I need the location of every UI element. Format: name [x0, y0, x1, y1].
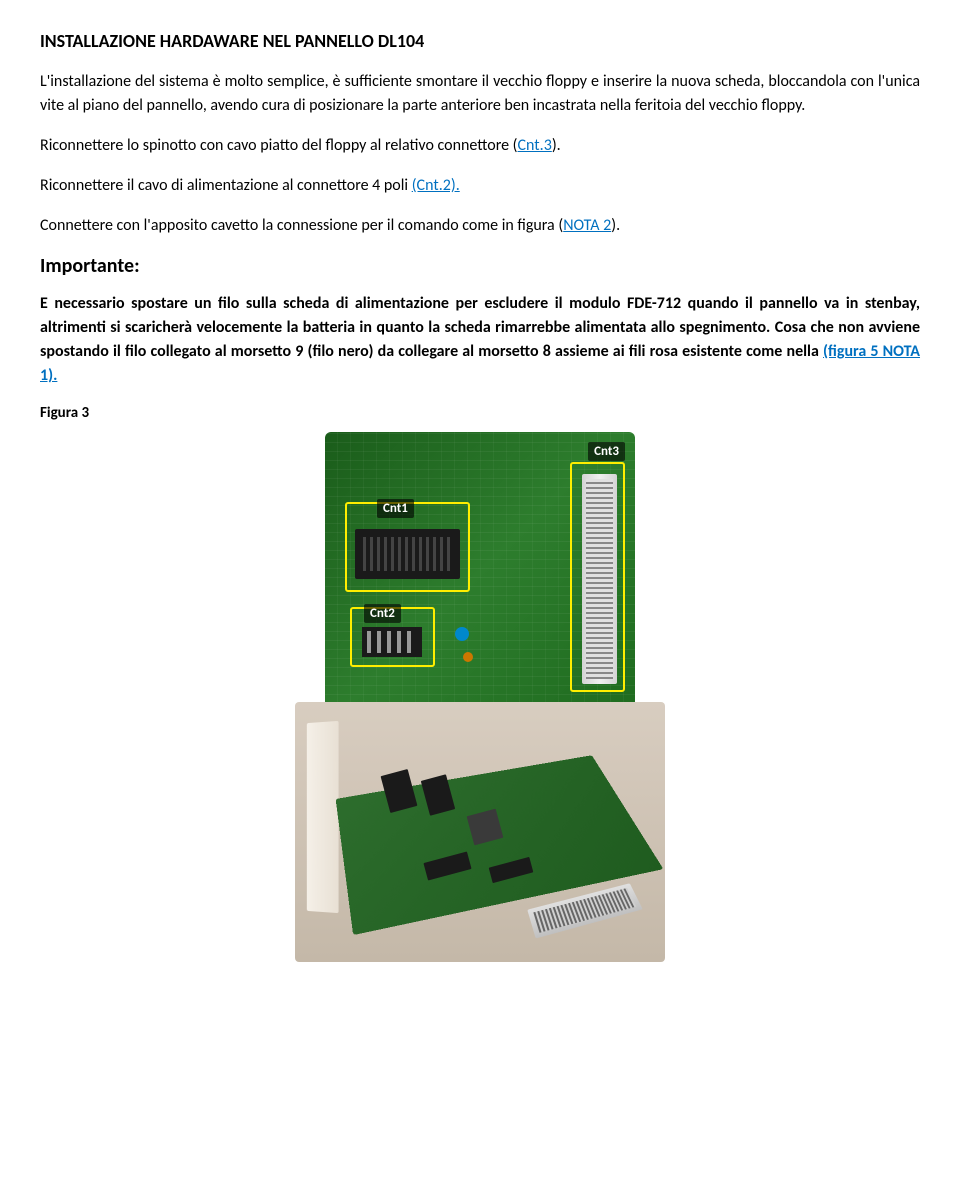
cnt2-pins	[367, 631, 417, 653]
ide-pins	[533, 888, 636, 933]
step-3-text-pre: Connettere con l'apposito cavetto la con…	[40, 216, 563, 235]
capacitor-icon	[455, 627, 469, 641]
cnt1-highlight-box: Cnt1	[345, 502, 470, 592]
cnt2-link[interactable]: (Cnt.2).	[412, 176, 460, 195]
cnt3-connector	[582, 474, 617, 684]
step-2-text-pre: Riconnettere il cavo di alimentazione al…	[40, 176, 412, 195]
page-heading: INSTALLAZIONE HARDAWARE NEL PANNELLO DL1…	[40, 30, 920, 52]
cnt1-pins	[363, 537, 452, 571]
figure-3-image: Cnt1 Cnt2 Cnt3	[295, 432, 665, 962]
board-assembly-photo	[295, 702, 665, 962]
figure-label: Figura 3	[40, 404, 920, 422]
step-3-text-post: ).	[611, 216, 620, 235]
step-3-paragraph: Connettere con l'apposito cavetto la con…	[40, 214, 920, 238]
nota2-link[interactable]: NOTA 2	[563, 216, 611, 235]
step-2-paragraph: Riconnettere il cavo di alimentazione al…	[40, 174, 920, 198]
cnt3-highlight-box: Cnt3	[570, 462, 625, 692]
cnt1-connector	[355, 529, 460, 579]
intro-paragraph: L'installazione del sistema è molto semp…	[40, 70, 920, 118]
step-1-text-pre: Riconnettere lo spinotto con cavo piatto…	[40, 136, 518, 155]
cnt3-label: Cnt3	[588, 442, 625, 461]
cnt2-highlight-box: Cnt2	[350, 607, 435, 667]
resistor-icon	[463, 652, 473, 662]
cnt2-label: Cnt2	[364, 604, 401, 623]
cnt1-label: Cnt1	[377, 499, 414, 518]
board-bracket	[307, 721, 339, 913]
figure-container: Cnt1 Cnt2 Cnt3	[40, 432, 920, 962]
important-text-pre: E necessario spostare un filo sulla sche…	[40, 294, 920, 361]
step-1-text-post: ).	[552, 136, 561, 155]
important-paragraph: E necessario spostare un filo sulla sche…	[40, 292, 920, 388]
step-1-paragraph: Riconnettere lo spinotto con cavo piatto…	[40, 134, 920, 158]
cnt3-pins	[586, 479, 613, 679]
pcb-detail-photo: Cnt1 Cnt2 Cnt3	[325, 432, 635, 712]
cnt3-link[interactable]: Cnt.3	[518, 136, 552, 155]
important-heading: Importante:	[40, 254, 920, 278]
cnt2-connector	[362, 627, 422, 657]
